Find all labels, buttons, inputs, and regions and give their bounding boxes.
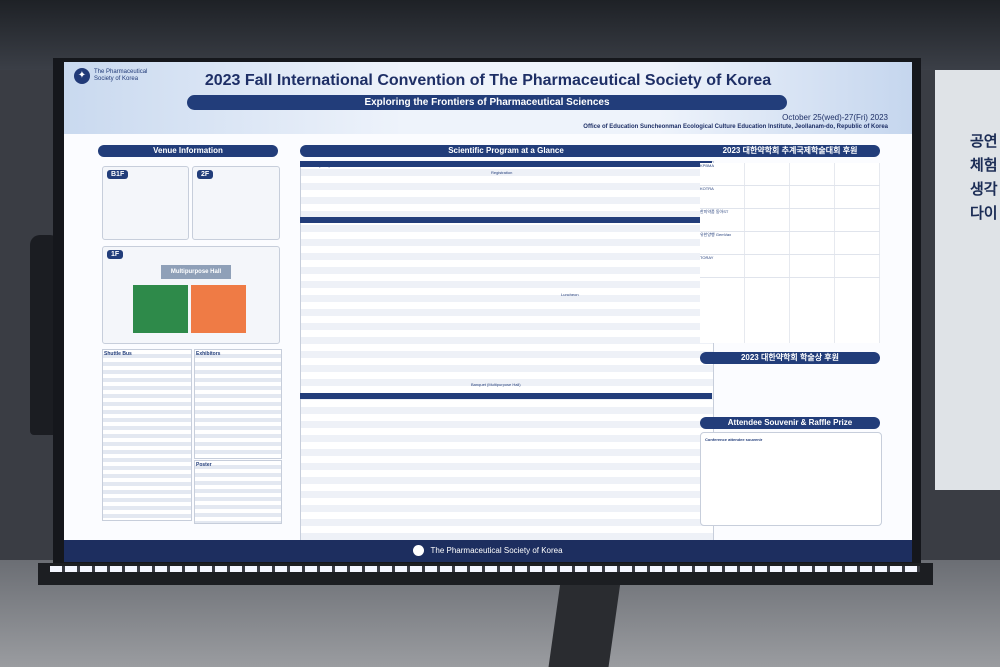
- souvenir-heading: Conference attendee souvenir: [705, 437, 763, 442]
- sponsor-toray: TORAY: [700, 255, 714, 260]
- footer-logo-icon: [413, 545, 425, 557]
- day-bar-3: [300, 393, 712, 399]
- day-bar-1: [300, 161, 712, 167]
- floor-map-1f: 1F Multipurpose Hall: [102, 246, 280, 344]
- sponsor-row: KPBMA: [700, 163, 880, 186]
- shuttle-bus-table: Shuttle Bus: [102, 349, 192, 521]
- exhibitors-title: Exhibitors: [196, 351, 221, 357]
- sponsor-row: 유한양행 GemVax: [700, 232, 880, 255]
- hall-green-area: [133, 285, 188, 333]
- banner-title: 2023 Fall International Convention of Th…: [204, 72, 772, 89]
- sponsor-kpbma: KPBMA: [700, 163, 715, 168]
- sponsor-row: KOTRA: [700, 186, 880, 209]
- program-highlight-banquet: Banquet (Multipurpose Hall): [471, 382, 521, 387]
- program-highlight-registration: Registration: [491, 170, 513, 175]
- pillar-sign: 공연 체험 생각 다이: [970, 133, 998, 222]
- academic-award-title: 2023 대한약학회 학술상 후원: [700, 352, 880, 364]
- shuttle-bus-title: Shuttle Bus: [104, 351, 132, 357]
- sponsor-title: 2023 대한약학회 추계국제학술대회 후원: [700, 145, 880, 157]
- society-logo-icon: ✦: [74, 68, 90, 84]
- sponsor-dongast: 동아ST: [715, 209, 729, 214]
- day-bar-2: [300, 217, 712, 223]
- program-highlight-luncheon: Luncheon: [561, 292, 579, 297]
- floor-label-1f: 1F: [107, 250, 124, 259]
- banner-footer: The Pharmaceutical Society of Korea: [64, 540, 912, 562]
- society-logo: ✦ The Pharmaceutical Society of Korea: [74, 68, 154, 84]
- venue-info-title: Venue Information: [98, 145, 278, 157]
- event-venue: Office of Education Suncheonman Ecologic…: [583, 124, 888, 130]
- floor-label-b1f: B1F: [107, 170, 129, 179]
- logo-text: The Pharmaceutical Society of Korea: [94, 69, 148, 82]
- hall-orange-area: [191, 285, 246, 333]
- convention-banner: ✦ The Pharmaceutical Society of Korea 20…: [64, 62, 912, 562]
- exhibitors-table: Exhibitors: [194, 349, 282, 459]
- sponsor-hanmi: 한미약품: [700, 209, 715, 214]
- souvenir-box: Conference attendee souvenir: [700, 432, 882, 526]
- floor-label-2f: 2F: [197, 170, 214, 179]
- poster-table: Poster: [194, 460, 282, 524]
- multipurpose-hall-label: Multipurpose Hall: [161, 265, 231, 279]
- sponsor-logo-grid: KPBMA KOTRA 한미약품 동아ST 유한양행 GemVax TORAY: [700, 163, 880, 343]
- floor-map-2f: 2F: [192, 166, 280, 240]
- sponsor-row: 한미약품 동아ST: [700, 209, 880, 232]
- sponsor-yuhan: 유한양행: [700, 232, 715, 237]
- banner-header: ✦ The Pharmaceutical Society of Korea 20…: [64, 62, 912, 134]
- sponsor-gemvax: GemVax: [715, 232, 732, 237]
- footer-text: The Pharmaceutical Society of Korea: [430, 546, 563, 555]
- sponsor-row: TORAY: [700, 255, 880, 278]
- banner-subtitle: Exploring the Frontiers of Pharmaceutica…: [187, 95, 787, 110]
- floor-map-b1f: B1F: [102, 166, 189, 240]
- souvenir-title: Attendee Souvenir & Raffle Prize: [700, 417, 880, 429]
- poster-title: Poster: [196, 462, 212, 468]
- sponsor-kotra: KOTRA: [700, 186, 714, 191]
- program-title: Scientific Program at a Glance: [300, 145, 712, 157]
- led-light-bar: [50, 566, 920, 572]
- event-dates: October 25(wed)-27(Fri) 2023: [782, 113, 888, 122]
- pillar: [935, 70, 1000, 490]
